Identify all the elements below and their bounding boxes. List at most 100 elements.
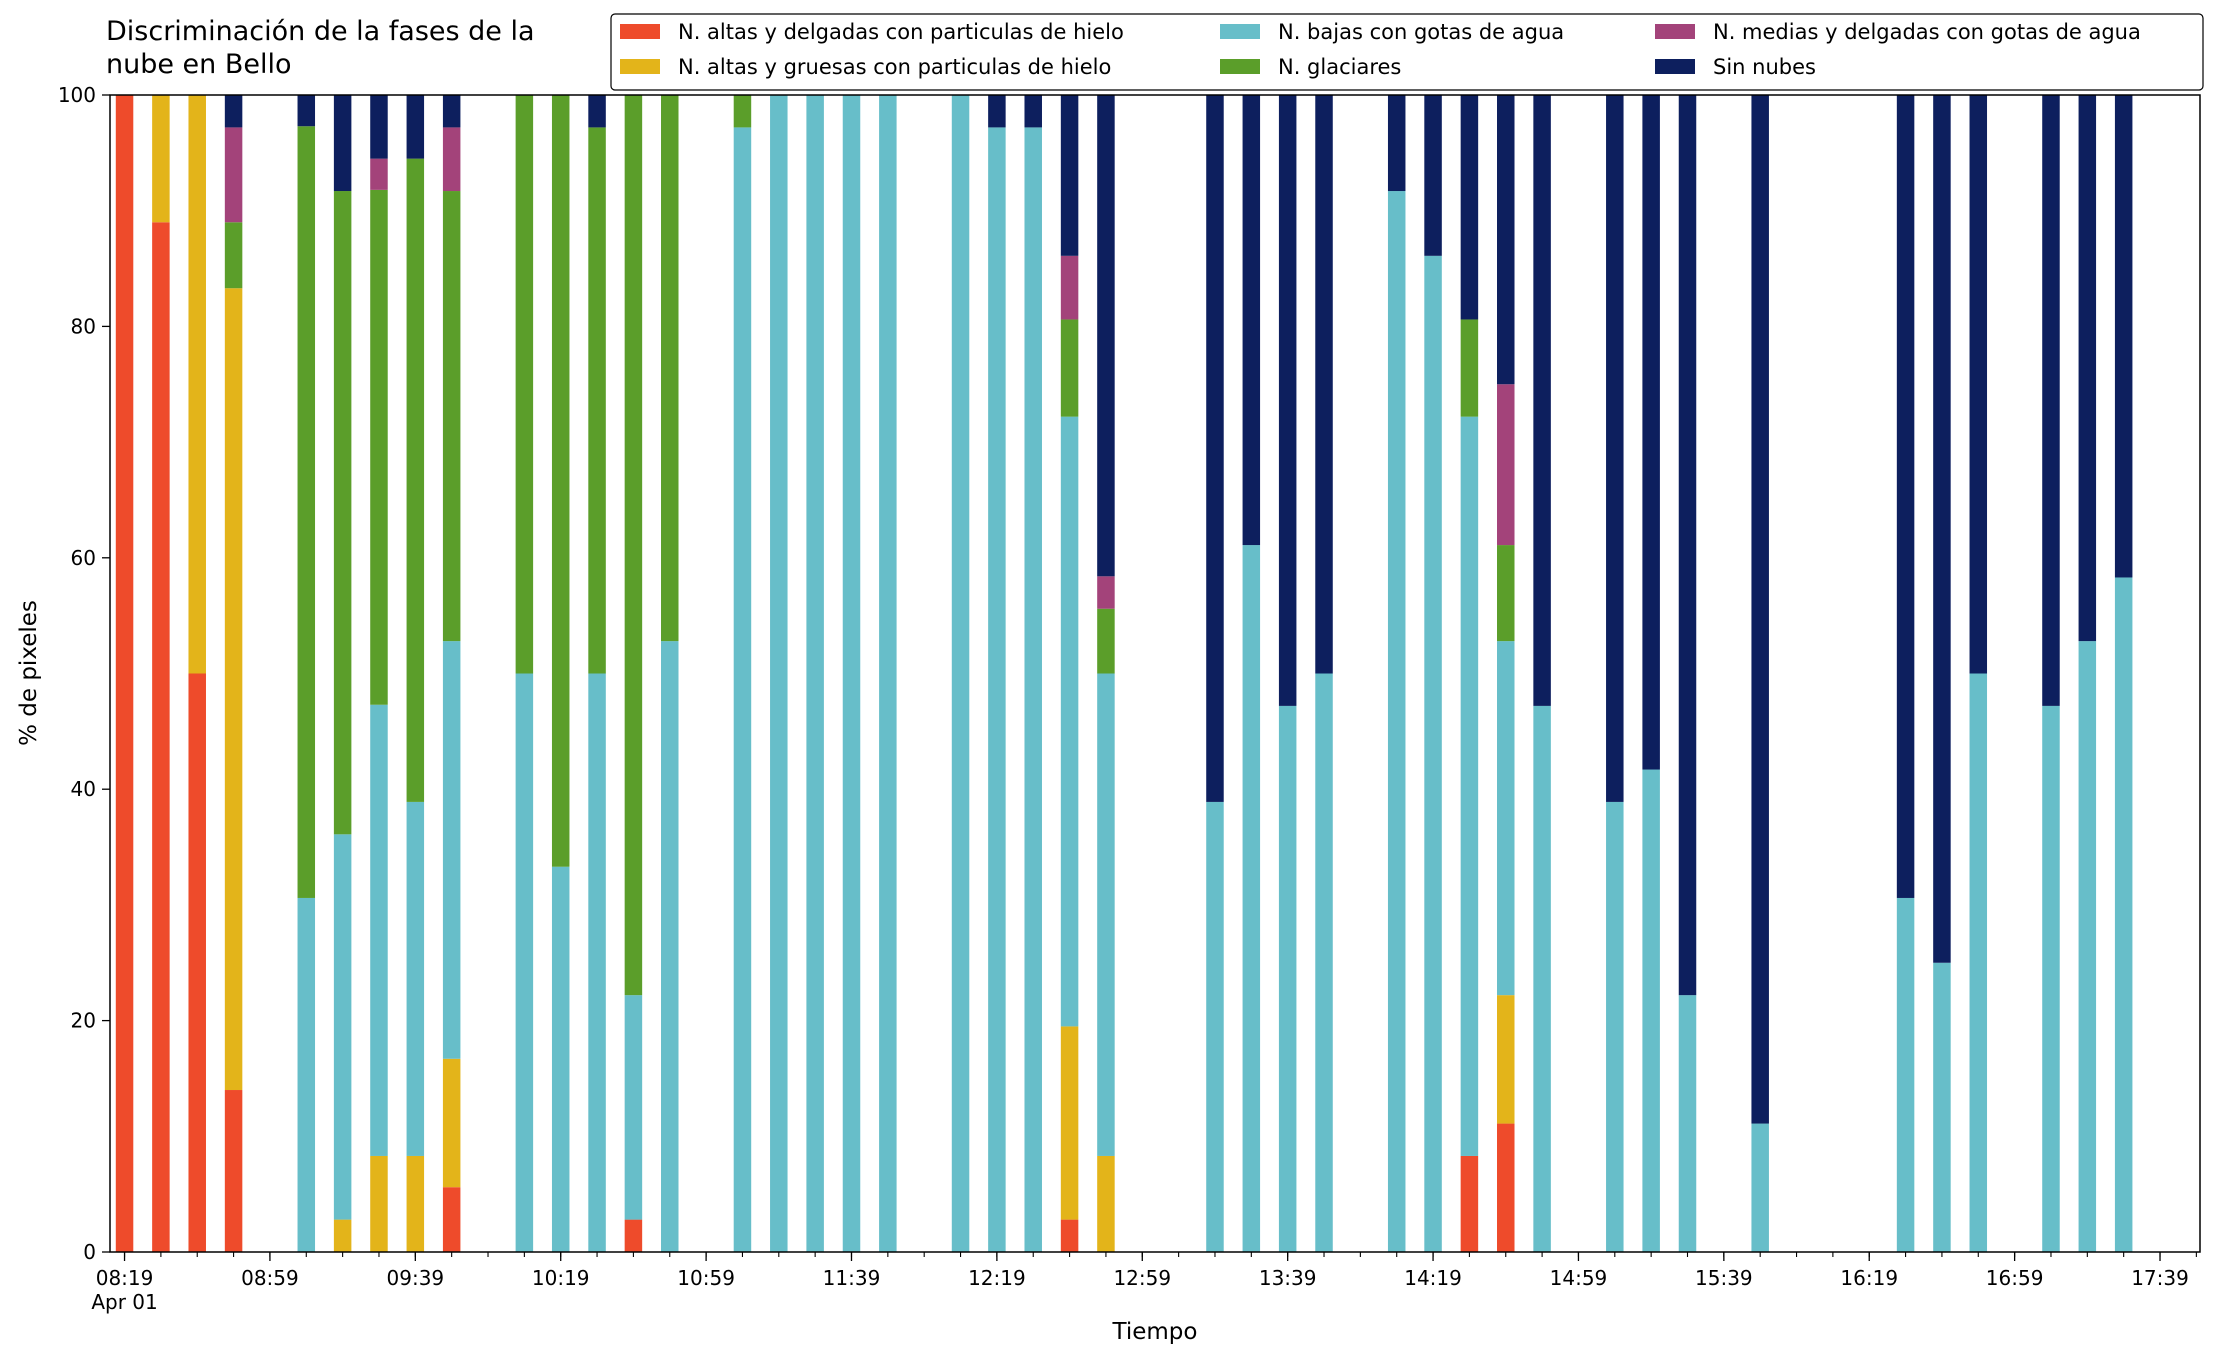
bar-segment: [806, 95, 824, 1252]
bar-segment: [224, 1090, 243, 1252]
legend-label: N. medias y delgadas con gotas de agua: [1713, 20, 2141, 44]
x-tick-label: 13:39: [1259, 1266, 1317, 1290]
y-tick-label: 0: [83, 1240, 96, 1264]
bar-segment: [1896, 95, 1915, 898]
x-tick-label: 10:59: [677, 1266, 735, 1290]
bar-segment: [442, 191, 461, 642]
bar-segment: [842, 95, 861, 1252]
bar-segment: [370, 1155, 388, 1252]
bar-segment: [1642, 769, 1660, 1252]
bar-segment: [988, 127, 1006, 1252]
legend-label: N. altas y gruesas con particulas de hie…: [678, 55, 1111, 79]
legend-swatch: [1220, 59, 1260, 74]
x-tick-label: 16:19: [1840, 1266, 1898, 1290]
bar-segment: [333, 1219, 352, 1252]
bar-segment: [1497, 545, 1515, 642]
y-tick-label: 40: [71, 777, 96, 801]
x-tick-label: 08:19: [96, 1266, 154, 1290]
bar-segment: [1060, 1219, 1079, 1252]
legend-swatch: [1220, 24, 1260, 39]
bar-segment: [442, 1058, 461, 1188]
bar-segment: [1497, 641, 1515, 996]
bar-segment: [188, 95, 206, 674]
bar-segment: [333, 191, 352, 835]
bar-segment: [297, 126, 316, 898]
bar-segment: [224, 288, 243, 1091]
bar-segment: [224, 95, 243, 128]
bar-segment: [1097, 95, 1115, 577]
chart-title: Discriminación de la fases de la nube en …: [106, 16, 535, 80]
bar-segment: [1315, 95, 1333, 674]
y-tick-label: 80: [71, 314, 96, 338]
bar-segment: [588, 127, 606, 674]
bar-segment: [370, 95, 388, 159]
bar-segment: [442, 641, 461, 1059]
bar-segment: [951, 95, 970, 1252]
bar-segment: [879, 95, 897, 1252]
bar-segment: [1460, 319, 1479, 417]
bar-segment: [406, 1155, 425, 1252]
bar-segment: [370, 704, 388, 1156]
bar-segment: [297, 95, 316, 127]
x-tick-label: 11:39: [823, 1266, 881, 1290]
bar-segment: [224, 222, 243, 289]
legend-label: N. bajas con gotas de agua: [1278, 20, 1564, 44]
legend: N. altas y delgadas con particulas de hi…: [610, 13, 2204, 91]
bar-segment: [1533, 705, 1551, 1252]
bar-segment: [515, 673, 534, 1252]
bar-segment: [988, 95, 1006, 128]
bar-segment: [406, 95, 425, 159]
bar-segment: [624, 995, 643, 1220]
x-tick-label: 10:19: [532, 1266, 590, 1290]
bar-segment: [1497, 995, 1515, 1124]
chart-title-line: nube en Bello: [106, 49, 292, 80]
bar-segment: [1751, 1123, 1769, 1252]
bar-segment: [152, 95, 170, 223]
bar-segment: [1387, 191, 1406, 1252]
plot-frame: [109, 94, 2201, 1253]
bar-segment: [1460, 416, 1479, 1156]
bar-segment: [1424, 255, 1442, 1252]
bar-segment: [297, 897, 316, 1252]
bar-segment: [115, 95, 134, 1252]
bar-segment: [1933, 962, 1951, 1252]
bar-segment: [2078, 641, 2097, 1252]
bar-segment: [1460, 1155, 1479, 1252]
bar-segment: [1751, 95, 1769, 1124]
x-tick-label: 12:19: [968, 1266, 1026, 1290]
bar-segment: [2114, 95, 2133, 578]
bar-segment: [370, 189, 388, 705]
bar-segment: [1278, 705, 1297, 1252]
bar-segment: [1060, 1026, 1079, 1220]
bar-segment: [1497, 95, 1515, 385]
bar-segment: [1060, 255, 1079, 320]
x-tick-label: 14:19: [1404, 1266, 1462, 1290]
x-axis-label: Tiempo: [1112, 1319, 1198, 1345]
bar-segment: [1097, 673, 1115, 1156]
bar-segment: [188, 673, 206, 1252]
bar-segment: [2078, 95, 2097, 642]
bar-segment: [1206, 801, 1224, 1252]
bar-segment: [333, 834, 352, 1220]
bar-segment: [1097, 608, 1115, 674]
x-tick-label: 09:39: [387, 1266, 445, 1290]
bar-segment: [1278, 95, 1297, 706]
bar-segment: [2114, 577, 2133, 1252]
bar-segment: [1060, 319, 1079, 417]
bar-segment: [1206, 95, 1224, 802]
bar-segment: [1060, 95, 1079, 256]
y-axis-label: % de pixeles: [16, 600, 42, 746]
bar-segment: [733, 95, 752, 128]
bar-segment: [588, 95, 606, 128]
bar-segment: [442, 127, 461, 192]
legend-label: N. altas y delgadas con particulas de hi…: [678, 20, 1124, 44]
x-tick-label: 14:59: [1550, 1266, 1608, 1290]
bar-segment: [1242, 545, 1261, 1252]
bar-segment: [1533, 95, 1551, 706]
bar-segment: [406, 158, 425, 802]
x-tick-label: 17:39: [2131, 1266, 2189, 1290]
y-tick-label: 60: [71, 546, 96, 570]
x-tick-label: 16:59: [1986, 1266, 2044, 1290]
